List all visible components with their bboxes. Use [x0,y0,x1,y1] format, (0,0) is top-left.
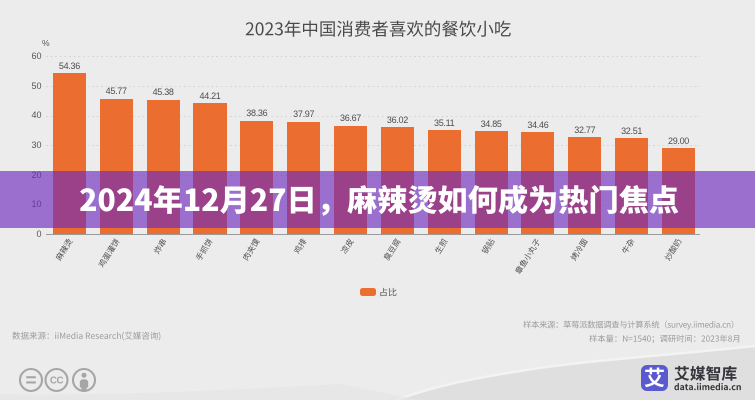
svg-text:CC: CC [50,375,64,386]
